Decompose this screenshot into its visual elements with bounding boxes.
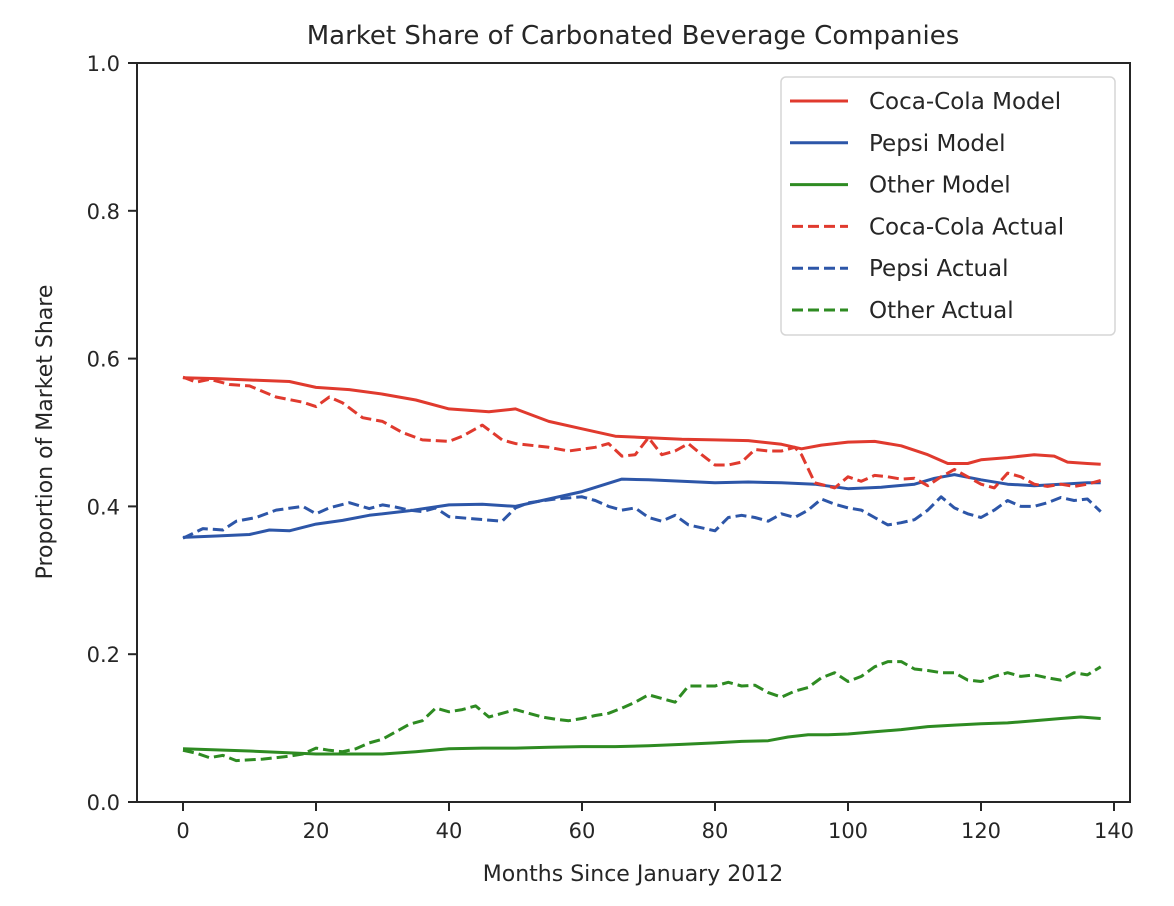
x-tick-label: 100 xyxy=(828,819,868,843)
x-tick-label: 40 xyxy=(436,819,463,843)
y-axis: 0.0 0.2 0.4 0.6 0.8 1.0 xyxy=(87,52,137,815)
x-tick-label: 80 xyxy=(702,819,729,843)
series-line-coca-cola-model xyxy=(182,376,1101,466)
x-tick-label: 60 xyxy=(569,819,596,843)
plot-frame xyxy=(136,62,1131,803)
legend-label: Coca-Cola Model xyxy=(869,89,1061,115)
x-tick-label: 0 xyxy=(176,819,189,843)
y-tick-label: 0.8 xyxy=(87,200,120,224)
legend-label: Other Actual xyxy=(869,298,1014,324)
legend-entry-pepsi-actual: Pepsi Actual xyxy=(792,256,1009,282)
x-axis: 0 20 40 60 80 100 120 140 xyxy=(176,802,1134,843)
legend-label: Pepsi Model xyxy=(869,131,1006,157)
series-line-pepsi-model xyxy=(182,473,1101,539)
y-tick-label: 1.0 xyxy=(87,52,120,76)
y-tick-label: 0.6 xyxy=(87,348,120,372)
legend-entry-other-model: Other Model xyxy=(790,173,1011,199)
x-tick-label: 20 xyxy=(303,819,330,843)
series-line-other-actual xyxy=(182,660,1102,763)
x-axis-label: Months Since January 2012 xyxy=(483,862,783,887)
y-tick-label: 0.2 xyxy=(87,643,120,667)
legend-box xyxy=(780,76,1116,336)
legend-entry-coca-cola-actual: Coca-Cola Actual xyxy=(792,214,1064,240)
series-line-other-model xyxy=(182,715,1101,756)
legend: Coca-Cola Model Pepsi Model Other Model Coc… xyxy=(780,76,1116,336)
series-layer xyxy=(182,375,1102,763)
legend-entry-other-actual: Other Actual xyxy=(792,298,1014,324)
legend-label: Other Model xyxy=(869,173,1011,199)
x-tick-label: 120 xyxy=(961,819,1001,843)
y-tick-label: 0.0 xyxy=(87,791,120,815)
x-tick-label: 140 xyxy=(1094,819,1134,843)
y-tick-label: 0.4 xyxy=(87,495,120,519)
legend-entry-coca-cola-model: Coca-Cola Model xyxy=(790,89,1061,115)
chart-title: Market Share of Carbonated Beverage Comp… xyxy=(307,21,960,51)
y-axis-label: Proportion of Market Share xyxy=(33,285,58,580)
legend-label: Coca-Cola Actual xyxy=(869,214,1064,240)
legend-label: Pepsi Actual xyxy=(869,256,1009,282)
legend-entry-pepsi-model: Pepsi Model xyxy=(790,131,1006,157)
series-line-pepsi-actual xyxy=(182,495,1102,540)
series-line-coca-cola-actual xyxy=(182,375,1102,490)
